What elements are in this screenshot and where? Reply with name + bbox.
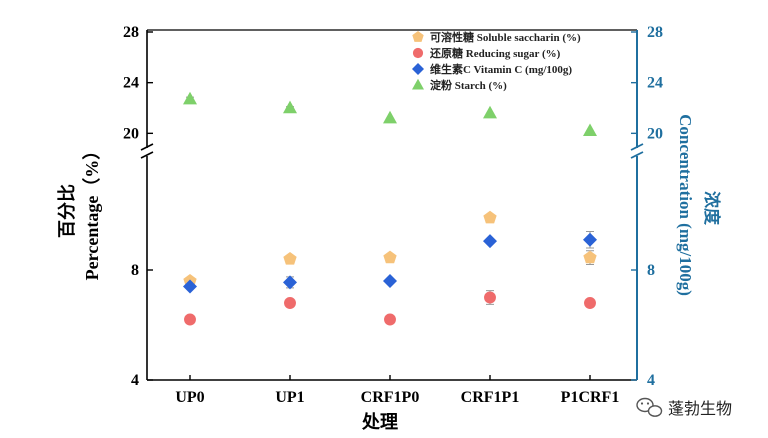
right-tick-label: 8 — [647, 262, 655, 279]
left-tick-label: 8 — [131, 262, 139, 279]
data-point — [183, 91, 197, 105]
x-axis-category-labels: UP0 UP1 CRF1P0 CRF1P1 P1CRF1 — [175, 375, 619, 406]
y2-axis-title: Concentration (mg/100g) — [676, 114, 695, 296]
data-point — [383, 110, 397, 124]
data-point — [583, 123, 597, 137]
data-point — [283, 275, 297, 290]
plot-frame — [140, 29, 644, 381]
left-tick-label: 24 — [123, 75, 139, 92]
data-point — [483, 234, 497, 249]
y-axis-title: Percentage（%） — [82, 142, 102, 281]
data-point — [383, 250, 397, 264]
x-tick-label: CRF1P0 — [361, 389, 420, 406]
data-point — [584, 297, 596, 309]
legend-label: 还原糖 Reducing sugar (%) — [429, 46, 561, 60]
left-tick-label: 28 — [123, 24, 139, 41]
right-tick-label: 20 — [647, 125, 663, 142]
watermark: 蓬勃生物 — [636, 397, 732, 418]
legend-marker — [412, 31, 424, 42]
legend-marker — [412, 63, 424, 75]
data-point — [583, 232, 597, 247]
series-circle — [184, 290, 596, 326]
right-y-axis-ticks: 4 8 20 24 28 — [631, 24, 663, 389]
watermark-text: 蓬勃生物 — [668, 399, 732, 418]
legend: 可溶性糖 Soluble saccharin (%) 还原糖 Reducing s… — [412, 30, 581, 92]
data-point — [284, 297, 296, 309]
data-point — [184, 313, 196, 326]
legend-label: 淀粉 Starch (%) — [430, 78, 507, 92]
x-tick-label: UP0 — [175, 389, 204, 406]
legend-marker — [412, 78, 424, 90]
data-point — [483, 210, 497, 224]
series-diamond — [183, 230, 597, 294]
data-point — [483, 105, 497, 119]
left-tick-label: 20 — [123, 125, 139, 142]
left-y-axis-ticks: 4 8 20 24 28 — [123, 24, 153, 389]
data-point — [583, 250, 597, 264]
data-point — [383, 274, 397, 288]
legend-label: 维生素C Vitamin C (mg/100g) — [430, 62, 572, 76]
left-tick-label: 4 — [131, 372, 139, 389]
series-triangle — [183, 91, 597, 137]
y2-axis-title-cn: 浓度 — [702, 191, 722, 226]
x-tick-label: CRF1P1 — [461, 389, 520, 406]
left-axis-break-mark — [140, 143, 154, 159]
data-point — [283, 252, 297, 265]
x-tick-label: UP1 — [275, 389, 304, 406]
right-tick-label: 24 — [647, 75, 663, 92]
data-marks — [183, 91, 597, 326]
series-pentagon — [183, 210, 597, 287]
legend-marker — [412, 47, 424, 59]
data-point — [183, 279, 197, 294]
right-axis-break-mark — [630, 143, 644, 159]
y-axis-title-cn: 百分比 — [57, 184, 77, 238]
wechat-icon — [636, 397, 663, 417]
x-tick-label: P1CRF1 — [561, 389, 620, 406]
legend-label: 可溶性糖 Soluble saccharin (%) — [430, 30, 581, 44]
right-tick-label: 28 — [647, 24, 663, 41]
data-point — [283, 100, 297, 114]
data-point — [384, 313, 396, 326]
right-tick-label: 4 — [647, 372, 655, 389]
x-axis-title: 处理 — [361, 411, 398, 432]
data-point — [484, 291, 496, 304]
